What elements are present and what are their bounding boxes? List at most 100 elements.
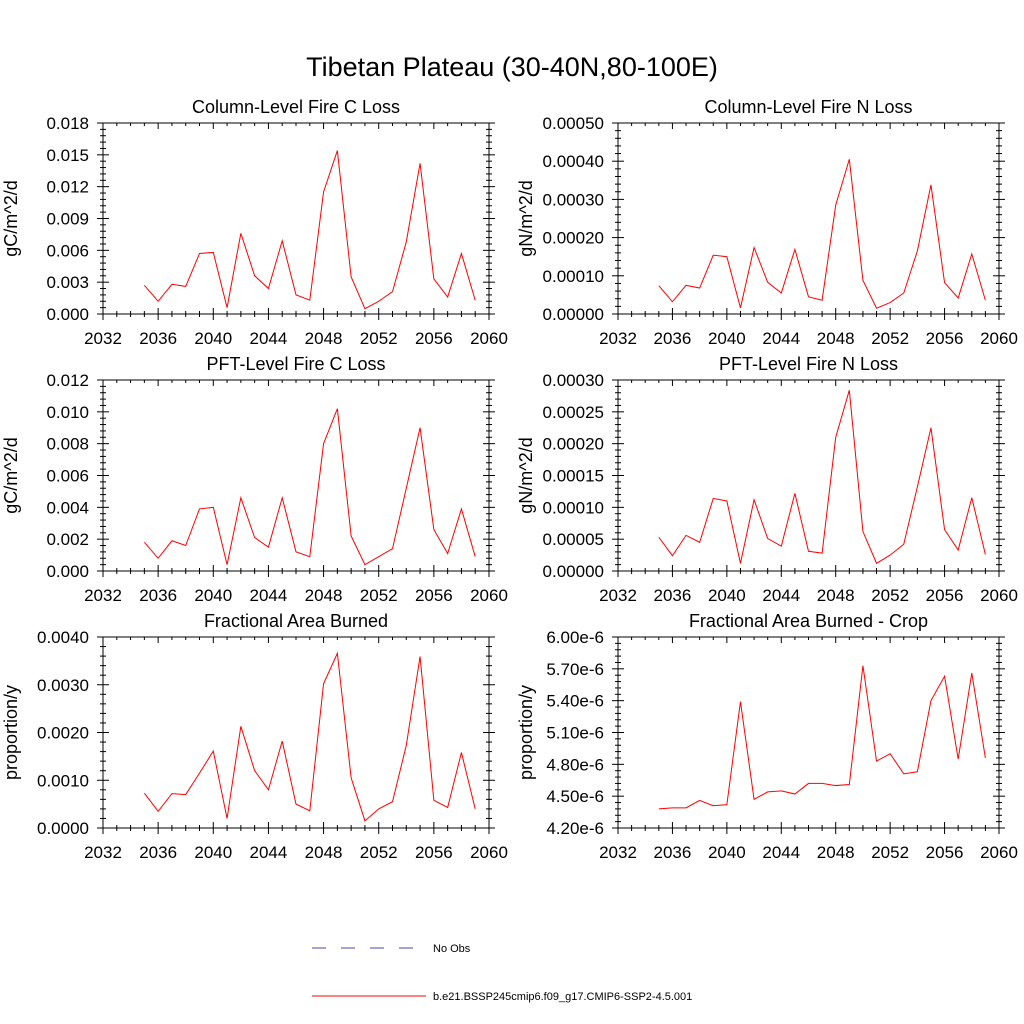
y-tick-label: 0.00020 <box>543 435 604 454</box>
panel-title: Fractional Area Burned <box>204 611 388 631</box>
plot-frame <box>102 636 490 829</box>
x-tick-label: 2048 <box>305 586 343 605</box>
x-tick-label: 2056 <box>415 329 453 348</box>
x-tick-label: 2060 <box>470 329 508 348</box>
x-tick-label: 2036 <box>654 843 692 862</box>
y-tick-label: 0.012 <box>46 178 89 197</box>
x-tick-label: 2060 <box>980 843 1018 862</box>
x-tick-label: 2032 <box>84 329 122 348</box>
x-tick-label: 2048 <box>817 843 855 862</box>
y-tick-label: 4.50e-6 <box>546 787 604 806</box>
chart-panel-6: 2032 2036 2040 2044 2048 2052 2056 2060 4.20e-6 4… <box>516 611 1018 862</box>
x-tick-label: 2032 <box>84 586 122 605</box>
x-tick-label: 2060 <box>470 586 508 605</box>
y-tick-label: 0.006 <box>46 467 89 486</box>
y-tick-label: 0.003 <box>46 273 89 292</box>
x-tick-label: 2044 <box>762 329 800 348</box>
series-line <box>658 390 986 565</box>
x-tick-label: 2052 <box>871 329 909 348</box>
y-tick-label: 0.00025 <box>543 403 604 422</box>
x-tick-label: 2040 <box>708 843 746 862</box>
y-tick-label: 0.00010 <box>543 267 604 286</box>
x-tick-label: 2040 <box>194 843 232 862</box>
x-tick-label: 2032 <box>599 586 637 605</box>
x-tick-label: 2032 <box>84 843 122 862</box>
y-axis-label: proportion/y <box>516 685 536 780</box>
y-tick-label: 0.0000 <box>37 819 89 838</box>
y-tick-label: 0.00050 <box>543 114 604 133</box>
series-line <box>143 150 476 310</box>
y-tick-label: 0.000 <box>46 305 89 324</box>
chart-panel-5: 2032 2036 2040 2044 2048 2052 2056 2060 0.0000 0.… <box>1 611 508 862</box>
x-tick-label: 2036 <box>654 586 692 605</box>
x-tick-label: 2040 <box>708 586 746 605</box>
x-tick-label: 2044 <box>250 586 288 605</box>
y-tick-label: 0.00005 <box>543 530 604 549</box>
chart-panel-3: 2032 2036 2040 2044 2048 2052 2056 2060 0.000 0.0… <box>1 354 508 605</box>
x-tick-label: 2044 <box>250 329 288 348</box>
chart-panel-1: 2032 2036 2040 2044 2048 2052 2056 2060 0.000 0.0… <box>1 97 508 348</box>
x-tick-label: 2032 <box>599 843 637 862</box>
plot-frame <box>617 636 1000 829</box>
plot-frame <box>102 379 490 572</box>
y-axis-label: gC/m^2/d <box>1 437 21 513</box>
x-tick-label: 2036 <box>139 586 177 605</box>
x-tick-label: 2060 <box>470 843 508 862</box>
x-tick-label: 2036 <box>139 329 177 348</box>
y-tick-label: 0.004 <box>46 498 89 517</box>
x-tick-label: 2040 <box>708 329 746 348</box>
series-line <box>658 665 986 810</box>
y-axis-label: gN/m^2/d <box>516 437 536 513</box>
y-tick-label: 4.80e-6 <box>546 755 604 774</box>
y-tick-label: 0.0010 <box>37 771 89 790</box>
x-tick-label: 2056 <box>926 329 964 348</box>
series-line <box>143 408 476 566</box>
series-line <box>658 159 986 309</box>
panel-title: Fractional Area Burned - Crop <box>689 611 928 631</box>
panel-title: Column-Level Fire N Loss <box>704 97 912 117</box>
x-tick-label: 2056 <box>415 843 453 862</box>
legend-label: b.e21.BSSP245cmip6.f09_g17.CMIP6-SSP2-4.… <box>433 991 692 1003</box>
x-tick-label: 2052 <box>360 329 398 348</box>
plot-frame <box>617 379 1000 572</box>
x-tick-label: 2044 <box>250 843 288 862</box>
chart-panel-2: 2032 2036 2040 2044 2048 2052 2056 2060 0.00000 0… <box>516 97 1018 348</box>
panel-title: Column-Level Fire C Loss <box>192 97 400 117</box>
x-tick-label: 2048 <box>305 843 343 862</box>
x-tick-label: 2056 <box>926 843 964 862</box>
chart-panels: 2032 2036 2040 2044 2048 2052 2056 2060 0.000 0.0… <box>1 97 1018 862</box>
y-tick-label: 5.70e-6 <box>546 660 604 679</box>
y-tick-label: 0.0030 <box>37 676 89 695</box>
x-tick-label: 2052 <box>871 843 909 862</box>
y-axis-label: gC/m^2/d <box>1 180 21 256</box>
y-tick-label: 0.0040 <box>37 628 89 647</box>
plot-frame <box>617 122 1000 315</box>
y-tick-label: 0.000 <box>46 562 89 581</box>
x-tick-label: 2032 <box>599 329 637 348</box>
x-tick-label: 2056 <box>415 586 453 605</box>
y-tick-label: 6.00e-6 <box>546 628 604 647</box>
y-tick-label: 0.010 <box>46 403 89 422</box>
y-tick-label: 0.00000 <box>543 305 604 324</box>
plot-frame <box>102 122 490 315</box>
x-tick-label: 2060 <box>980 329 1018 348</box>
x-tick-label: 2052 <box>871 586 909 605</box>
y-tick-label: 0.00000 <box>543 562 604 581</box>
y-axis-label: proportion/y <box>1 685 21 780</box>
y-tick-label: 4.20e-6 <box>546 819 604 838</box>
x-tick-label: 2040 <box>194 586 232 605</box>
figure-title: Tibetan Plateau (30-40N,80-100E) <box>306 52 718 82</box>
x-tick-label: 2036 <box>654 329 692 348</box>
y-tick-label: 0.015 <box>46 146 89 165</box>
x-tick-label: 2052 <box>360 586 398 605</box>
y-axis-label: gN/m^2/d <box>516 180 536 256</box>
y-tick-label: 0.00030 <box>543 371 604 390</box>
legend-label: No Obs <box>433 943 471 955</box>
y-tick-label: 0.00020 <box>543 229 604 248</box>
y-tick-label: 0.002 <box>46 530 89 549</box>
y-tick-label: 0.008 <box>46 435 89 454</box>
y-tick-label: 5.10e-6 <box>546 724 604 743</box>
legend: No Obs b.e21.BSSP245cmip6.f09_g17.CMIP6-S… <box>312 943 692 1003</box>
y-tick-label: 0.0020 <box>37 724 89 743</box>
y-tick-label: 0.006 <box>46 241 89 260</box>
